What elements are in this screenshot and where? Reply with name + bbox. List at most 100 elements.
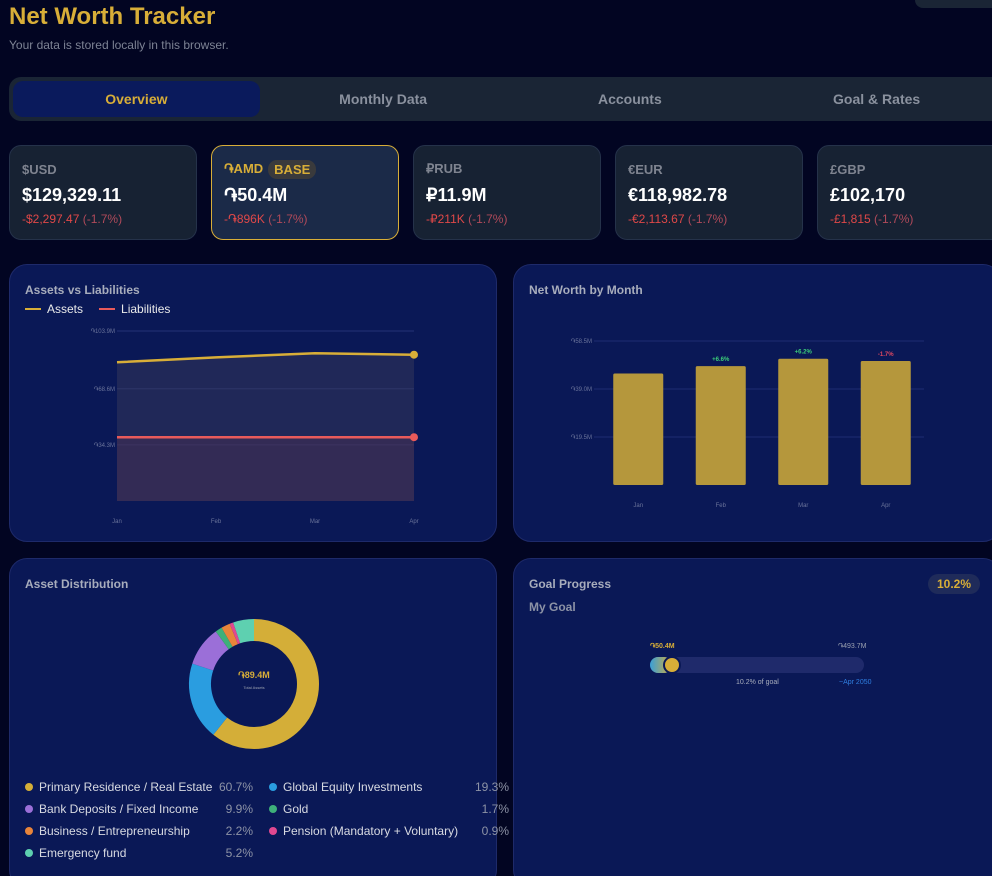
- currency-code: ₽RUB: [426, 161, 463, 176]
- goal-current-value: ֏50.4M: [650, 643, 675, 650]
- asset-distribution-panel: Asset Distribution ֏89.4M Total Assets P…: [9, 558, 509, 876]
- currency-code: £GBP: [830, 161, 866, 177]
- currency-value: ₽11.9M: [426, 185, 487, 205]
- net-worth-bar-chart: ֏19.5M ֏39.0M ֏58.5M Jan +6.6% Feb +6.2% Mar -1.…: [571, 338, 924, 509]
- bar: [860, 360, 911, 485]
- legend-item-assets[interactable]: Assets: [25, 302, 83, 316]
- goal-progress-panel: Goal Progress 10.2% My Goal ֏50.4M ֏493.…: [513, 558, 992, 876]
- currency-value: £102,170: [830, 185, 906, 205]
- legend-dot-icon: [25, 827, 33, 835]
- panel-title: Net Worth by Month: [529, 283, 643, 297]
- legend-item[interactable]: Emergency fund 5.2%: [25, 845, 253, 861]
- legend-item-liabilities[interactable]: Liabilities: [99, 302, 170, 316]
- chart-legend: Assets Liabilities: [25, 302, 170, 316]
- currency-change: -£1,815 (-1.7%): [830, 212, 992, 226]
- currency-code: €EUR: [628, 161, 663, 177]
- tab-goal-rates[interactable]: Goal & Rates: [833, 91, 921, 107]
- legend-percent: 60.7%: [218, 780, 253, 794]
- legend-label: Gold: [283, 802, 309, 816]
- x-tick-label: Jan: [112, 519, 122, 525]
- currency-cards: $USD $129,329.11 -$2,297.47 (-1.7%) ֏AMD…: [9, 145, 992, 240]
- currency-card-rub[interactable]: ₽RUB ₽11.9M -₽211K (-1.7%): [413, 145, 601, 240]
- bar-data-label: +6.6%: [712, 357, 730, 363]
- donut-slice[interactable]: [189, 663, 228, 735]
- change-percent: (-1.7%): [268, 212, 308, 226]
- donut-slice[interactable]: [221, 623, 239, 647]
- panel-title: Goal Progress: [529, 577, 612, 591]
- currency-change: -֏896K (-1.7%): [224, 212, 386, 227]
- change-percent: (-1.7%): [82, 212, 123, 226]
- currency-change: -₽211K (-1.7%): [426, 212, 588, 226]
- y-tick-label: ֏34.3M: [94, 442, 115, 449]
- currency-card-amd[interactable]: ֏AMD BASE ֏50.4M -֏896K (-1.7%): [211, 145, 399, 240]
- x-tick-label: Mar: [310, 519, 320, 525]
- goal-eta: ~Apr 2050: [839, 679, 872, 686]
- legend-label: Emergency fund: [39, 846, 127, 860]
- panel-title: Asset Distribution: [25, 577, 129, 591]
- legend-item[interactable]: Pension (Mandatory + Voluntary) 0.9%: [269, 823, 509, 839]
- change-percent: (-1.7%): [874, 212, 914, 226]
- legend-item[interactable]: Bank Deposits / Fixed Income 9.9%: [25, 801, 253, 817]
- panel-title: Assets vs Liabilities: [25, 283, 140, 297]
- page-subtitle: Your data is stored locally in this brow…: [9, 38, 229, 52]
- change-percent: (-1.7%): [468, 212, 508, 226]
- bar: [613, 373, 664, 485]
- currency-code-label: ֏AMD: [224, 161, 264, 176]
- x-tick-label: Feb: [716, 503, 727, 509]
- currency-code: ֏AMD BASE: [224, 159, 386, 179]
- legend-percent: 1.7%: [481, 802, 509, 816]
- x-tick-label: Jan: [633, 503, 643, 509]
- tab-overview[interactable]: Overview: [13, 81, 260, 117]
- legend-item[interactable]: Primary Residence / Real Estate 60.7%: [25, 779, 253, 795]
- legend-label: Business / Entrepreneurship: [39, 824, 190, 838]
- legend-dot-icon: [269, 805, 277, 813]
- legend-percent: 9.9%: [225, 802, 253, 816]
- legend-item[interactable]: Global Equity Investments 19.3%: [269, 779, 509, 795]
- asset-donut-chart: ֏89.4M Total Assets: [189, 619, 319, 749]
- change-amount: -£1,815: [830, 212, 871, 226]
- x-tick-label: Mar: [798, 503, 808, 509]
- bar-data-label: -1.7%: [878, 352, 894, 358]
- legend-label: Liabilities: [121, 302, 171, 316]
- assets-liabilities-chart: ֏34.3M ֏68.6M ֏103.9M Jan Feb Mar Apr: [91, 328, 419, 525]
- x-tick-label: Feb: [211, 519, 222, 525]
- goal-progress-bar: [650, 656, 864, 674]
- liabilities-area: [117, 437, 414, 501]
- goal-name: My Goal: [529, 600, 576, 614]
- y-tick-label: ֏19.5M: [571, 434, 592, 441]
- legend-dot-icon: [25, 805, 33, 813]
- donut-slice[interactable]: [213, 619, 319, 749]
- y-tick-label: ֏68.6M: [94, 386, 115, 393]
- net-worth-panel: Net Worth by Month ֏19.5M ֏39.0M ֏58.5M Jan…: [513, 264, 992, 542]
- donut-center-value: ֏89.4M: [238, 670, 270, 680]
- tab-monthly-data[interactable]: Monthly Data: [339, 91, 428, 107]
- donut-slice[interactable]: [215, 627, 233, 650]
- goal-percent-badge: 10.2%: [927, 574, 980, 594]
- currency-card-eur[interactable]: €EUR €118,982.78 -€2,113.67 (-1.7%): [615, 145, 803, 240]
- x-tick-label: Apr: [409, 519, 418, 525]
- bar: [778, 358, 829, 485]
- bar: [695, 366, 746, 485]
- currency-code: $USD: [22, 161, 57, 177]
- base-badge: BASE: [268, 159, 317, 179]
- assets-line-icon: [25, 308, 41, 310]
- donut-slice[interactable]: [229, 622, 241, 645]
- assets-liabilities-panel: Assets vs Liabilities Assets Liabilities…: [9, 264, 497, 542]
- legend-dot-icon: [25, 849, 33, 857]
- legend-dot-icon: [269, 827, 277, 835]
- y-tick-label: ֏39.0M: [571, 386, 592, 393]
- legend-item[interactable]: Gold 1.7%: [269, 801, 509, 817]
- currency-card-usd[interactable]: $USD $129,329.11 -$2,297.47 (-1.7%): [9, 145, 197, 240]
- legend-label: Bank Deposits / Fixed Income: [39, 802, 199, 816]
- legend-label: Pension (Mandatory + Voluntary): [283, 824, 459, 838]
- donut-slice[interactable]: [233, 619, 255, 644]
- legend-item[interactable]: Business / Entrepreneurship 2.2%: [25, 823, 253, 839]
- top-right-button[interactable]: [915, 0, 992, 8]
- currency-value: ֏50.4M: [224, 185, 288, 205]
- donut-slice[interactable]: [192, 631, 230, 672]
- bar-data-label: +6.2%: [795, 350, 813, 356]
- tab-accounts[interactable]: Accounts: [597, 91, 662, 107]
- currency-card-gbp[interactable]: £GBP £102,170 -£1,815 (-1.7%): [817, 145, 992, 240]
- assets-point: [410, 350, 418, 359]
- currency-value: €118,982.78: [628, 185, 728, 205]
